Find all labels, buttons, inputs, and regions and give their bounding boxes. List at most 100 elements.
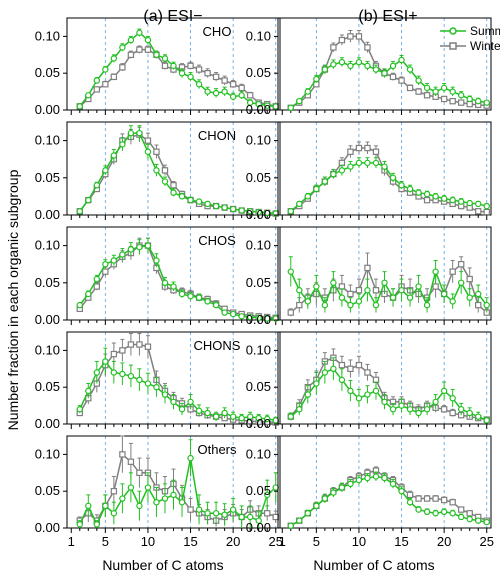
- y-tick-label: 0.05: [35, 483, 60, 498]
- series-line: [290, 147, 487, 213]
- y-tick-label: 0.00: [35, 207, 60, 222]
- data-point: [364, 391, 371, 398]
- data-point: [483, 202, 490, 210]
- data-point: [313, 185, 320, 193]
- y-tick-label: 0.05: [246, 65, 271, 80]
- x-axis-title-left: Number of C atoms: [102, 557, 223, 573]
- data-point: [229, 93, 237, 100]
- y-tick-label: 0.05: [246, 483, 271, 498]
- data-point: [475, 413, 482, 420]
- data-point: [246, 99, 254, 106]
- data-point: [255, 208, 262, 216]
- data-point: [170, 398, 177, 406]
- data-point: [364, 287, 371, 294]
- data-point: [204, 69, 211, 77]
- series-summer: [287, 357, 490, 424]
- data-point: [355, 144, 363, 152]
- data-point: [238, 92, 245, 99]
- data-point: [415, 283, 422, 290]
- data-point: [372, 287, 380, 294]
- data-point: [466, 199, 473, 207]
- data-point: [321, 178, 329, 185]
- series-summer: [76, 237, 279, 322]
- data-point: [178, 406, 186, 413]
- legend-summer-marker: [449, 27, 457, 35]
- data-point: [264, 510, 271, 517]
- panel-7: 0.00 0.05 0.10: [246, 331, 492, 431]
- panel-6: 0.00 0.05 0.10 CHONS: [35, 331, 281, 431]
- data-point: [483, 417, 490, 424]
- series-summer: [287, 157, 490, 215]
- y-tick-label: 0.00: [35, 102, 60, 117]
- data-point: [457, 92, 465, 99]
- panel-label: CHON: [198, 128, 236, 143]
- data-point: [449, 395, 456, 402]
- data-point: [466, 95, 473, 103]
- y-tick-label: 0.05: [35, 65, 60, 80]
- y-axis-title: Number fraction in each organic subgroup: [5, 169, 21, 430]
- data-point: [287, 309, 294, 316]
- data-point: [466, 100, 473, 108]
- data-point: [398, 56, 405, 64]
- series-line: [290, 269, 488, 308]
- data-point: [347, 387, 354, 395]
- data-point: [221, 77, 228, 84]
- y-tick-label: 0.00: [246, 416, 271, 431]
- panel-label: CHO: [203, 24, 232, 39]
- series-summer: [287, 256, 490, 313]
- data-point: [170, 182, 177, 189]
- data-point: [85, 290, 92, 298]
- y-tick-label: 0.10: [246, 133, 271, 148]
- data-point: [110, 257, 118, 264]
- series-summer: [76, 347, 279, 424]
- data-point: [264, 315, 271, 322]
- data-point: [119, 451, 126, 458]
- data-point: [144, 36, 152, 44]
- panel-1: 0.00 0.05 0.10: [246, 17, 492, 117]
- data-point: [178, 290, 186, 298]
- data-point: [102, 502, 109, 510]
- data-point: [119, 64, 126, 71]
- data-point: [415, 189, 422, 196]
- data-point: [347, 301, 354, 309]
- data-point: [246, 313, 254, 321]
- data-point: [110, 73, 118, 81]
- data-point: [153, 499, 160, 506]
- data-point: [136, 341, 143, 348]
- data-point: [93, 521, 101, 528]
- data-point: [187, 506, 194, 513]
- data-point: [449, 510, 456, 517]
- data-point: [398, 182, 405, 189]
- data-point: [119, 347, 126, 354]
- data-point: [406, 491, 414, 499]
- data-point: [110, 350, 118, 358]
- data-point: [432, 495, 439, 502]
- series-summer: [287, 471, 490, 529]
- data-point: [161, 178, 169, 185]
- data-point: [221, 88, 228, 95]
- data-point: [415, 495, 422, 502]
- data-point: [229, 413, 237, 420]
- x-tick-label: 1: [68, 534, 75, 549]
- data-point: [110, 369, 118, 376]
- data-point: [389, 62, 397, 70]
- series-line: [290, 367, 488, 422]
- data-point: [161, 55, 169, 62]
- data-point: [381, 474, 388, 482]
- data-point: [347, 148, 354, 155]
- data-point: [102, 358, 109, 365]
- data-point: [221, 309, 228, 316]
- data-point: [93, 369, 101, 376]
- data-point: [330, 170, 337, 178]
- data-point: [423, 406, 431, 413]
- data-point: [212, 73, 220, 81]
- data-point: [195, 407, 203, 414]
- data-point: [347, 62, 354, 70]
- data-point: [187, 196, 194, 204]
- data-point: [144, 46, 152, 53]
- data-point: [372, 473, 380, 480]
- data-point: [475, 290, 482, 298]
- data-point: [406, 84, 414, 92]
- data-point: [440, 406, 448, 413]
- legend-winter-marker: [449, 42, 457, 50]
